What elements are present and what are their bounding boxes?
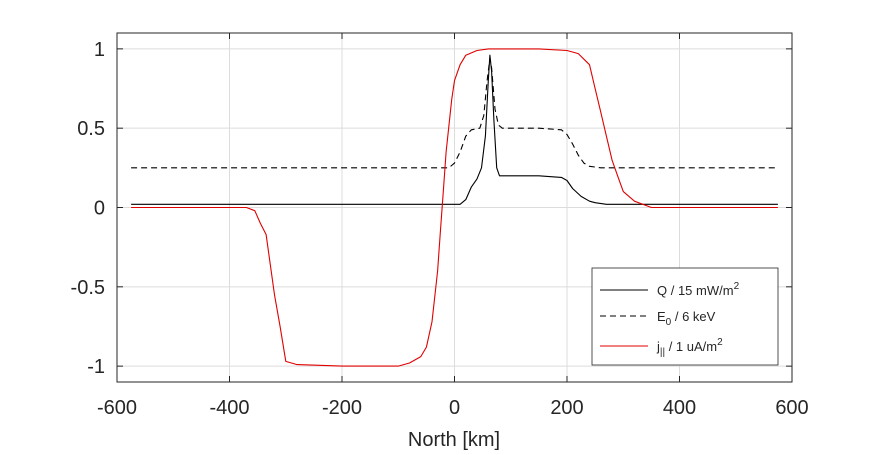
series-layer [131,48,778,367]
legend-label: E0 / 6 keV [657,309,716,328]
x-tick-label: -400 [209,397,249,419]
y-tick-label: 1 [94,39,105,61]
legend-label: j|| / 1 uA/m2 [656,337,723,358]
x-tick-label: -600 [97,397,137,419]
x-tick-label: -200 [322,397,362,419]
y-tick-label: 0.5 [77,118,105,140]
x-tick-label: 0 [449,397,460,419]
legend: Q / 15 mW/m2 E0 / 6 keV j|| / 1 uA/m2 [591,267,779,366]
x-tick-label: 600 [775,397,808,419]
legend-label: Q / 15 mW/m2 [657,281,740,298]
x-tick-label: 200 [550,397,583,419]
ticks: -600 -400 -200 0 200 400 600 -1 -0.5 0 0.5 1 [71,33,809,419]
y-tick-label: -1 [87,356,105,378]
y-tick-label: -0.5 [71,277,105,299]
y-tick-label: 0 [94,198,105,220]
series-line-3 [131,48,778,367]
series-line-2 [131,57,778,169]
series-line-1 [131,54,778,205]
x-tick-label: 400 [663,397,696,419]
x-axis-label: North [km] [408,429,500,451]
